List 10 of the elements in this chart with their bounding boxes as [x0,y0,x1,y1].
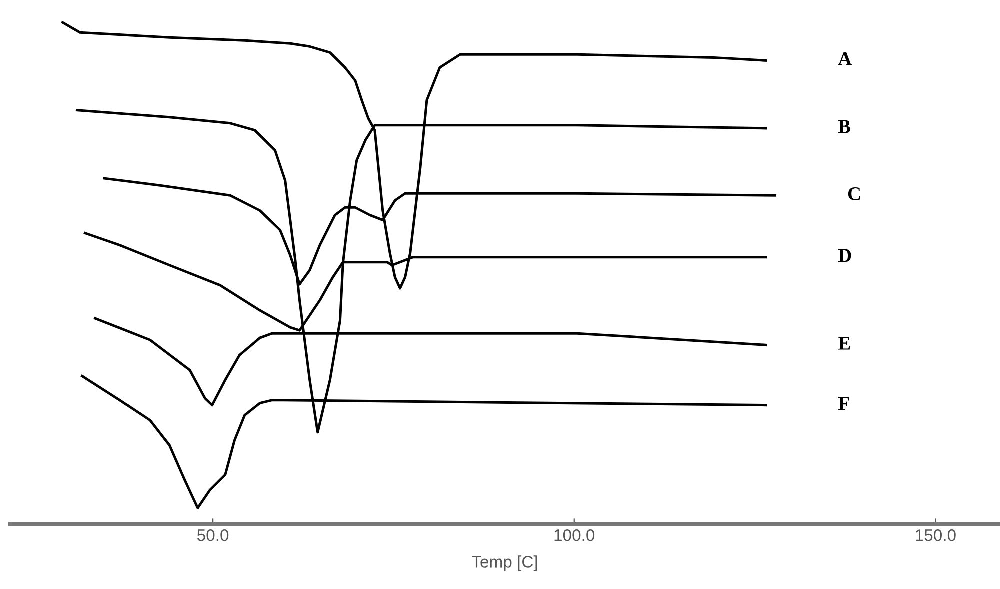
text: F [838,397,850,410]
text: B [838,120,851,134]
x-tick-label: 150.0 [916,530,956,542]
text: C [848,187,860,201]
x-tick-label: 50.0 [198,530,229,542]
x-axis-title: Temp [C] [472,556,538,572]
text: D [838,249,852,262]
text: E [838,337,850,350]
x-tick-label: 100.0 [554,530,595,542]
text: A [838,52,852,66]
